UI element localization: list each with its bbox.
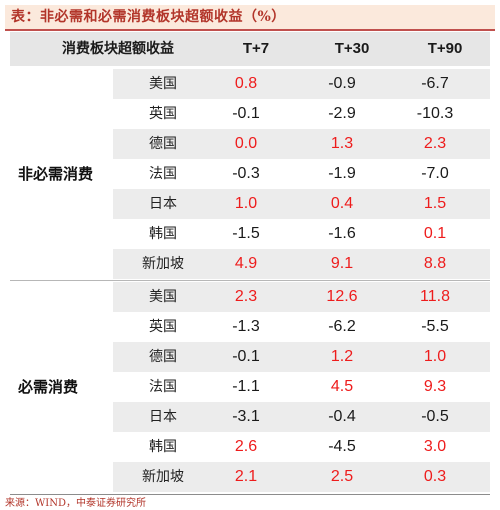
value-cell-t30: -0.4 — [328, 408, 356, 425]
table-title: 表：非必需和必需消费板块超额收益（%） — [5, 5, 495, 29]
country-cell: 新加坡 — [142, 256, 184, 272]
value-cell-t90: 2.3 — [423, 135, 447, 152]
value-cell-t90: -0.5 — [421, 408, 449, 425]
table-row: 法国 -0.3 -1.9 -7.0 — [113, 159, 490, 189]
value-cell-t30: 12.6 — [326, 288, 358, 305]
value-cell-t7: 0.0 — [234, 135, 258, 152]
country-cell: 法国 — [149, 166, 177, 182]
table-row: 日本 -3.1 -0.4 -0.5 — [113, 402, 490, 432]
table-row: 德国 -0.1 1.2 1.0 — [113, 342, 490, 372]
country-cell: 新加坡 — [142, 469, 184, 485]
country-cell: 韩国 — [149, 226, 177, 242]
value-cell-t30: -1.9 — [328, 165, 356, 182]
country-cell: 日本 — [149, 409, 177, 425]
country-cell: 美国 — [149, 76, 177, 92]
value-cell-t30: 2.5 — [330, 468, 354, 485]
country-cell: 英国 — [149, 319, 177, 335]
value-cell-t7: -1.1 — [232, 378, 260, 395]
value-cell-t7: 2.6 — [234, 438, 258, 455]
country-cell: 韩国 — [149, 439, 177, 455]
country-cell: 德国 — [149, 349, 177, 365]
value-cell-t7: -3.1 — [232, 408, 260, 425]
value-cell-t7: 2.1 — [234, 468, 258, 485]
value-cell-t30: 4.5 — [330, 378, 354, 395]
value-cell-t7: 4.9 — [234, 255, 258, 272]
table-header: 消费板块超额收益 T+7 T+30 T+90 — [10, 32, 490, 66]
table-bottom-rule — [10, 494, 490, 495]
table-row: 英国 -0.1 -2.9 -10.3 — [113, 99, 490, 129]
value-cell-t7: -0.1 — [232, 105, 260, 122]
value-cell-t7: -1.5 — [232, 225, 260, 242]
header-sector-excess-return: 消费板块超额收益 — [62, 41, 174, 57]
header-t7: T+7 — [242, 40, 270, 57]
value-cell-t7: -0.1 — [232, 348, 260, 365]
value-cell-t90: 3.0 — [423, 438, 447, 455]
value-cell-t7: 1.0 — [234, 195, 258, 212]
value-cell-t30: 1.3 — [330, 135, 354, 152]
group-label: 非必需消费 — [18, 165, 94, 183]
table-row: 德国 0.0 1.3 2.3 — [113, 129, 490, 159]
table-row: 美国 2.3 12.6 11.8 — [113, 282, 490, 312]
title-underline — [5, 29, 495, 31]
value-cell-t30: 9.1 — [330, 255, 354, 272]
table-row: 新加坡 4.9 9.1 8.8 — [113, 249, 490, 279]
group-label: 必需消费 — [18, 378, 79, 396]
table-row: 韩国 -1.5 -1.6 0.1 — [113, 219, 490, 249]
value-cell-t30: -2.9 — [328, 105, 356, 122]
country-cell: 美国 — [149, 289, 177, 305]
country-cell: 德国 — [149, 136, 177, 152]
table-row: 日本 1.0 0.4 1.5 — [113, 189, 490, 219]
value-cell-t30: -1.6 — [328, 225, 356, 242]
value-cell-t90: -10.3 — [416, 105, 454, 122]
country-cell: 英国 — [149, 106, 177, 122]
table-row: 美国 0.8 -0.9 -6.7 — [113, 69, 490, 99]
value-cell-t90: 0.1 — [423, 225, 447, 242]
value-cell-t30: 0.4 — [330, 195, 354, 212]
table-row: 新加坡 2.1 2.5 0.3 — [113, 462, 490, 492]
value-cell-t7: 2.3 — [234, 288, 258, 305]
value-cell-t90: 8.8 — [423, 255, 447, 272]
country-cell: 法国 — [149, 379, 177, 395]
source-note: 来源：WIND，中泰证券研究所 — [5, 498, 146, 509]
table-row: 韩国 2.6 -4.5 3.0 — [113, 432, 490, 462]
value-cell-t7: -0.3 — [232, 165, 260, 182]
value-cell-t90: 9.3 — [423, 378, 447, 395]
value-cell-t90: -5.5 — [421, 318, 449, 335]
header-t30: T+30 — [334, 40, 370, 57]
header-t90: T+90 — [427, 40, 463, 57]
value-cell-t90: 0.3 — [423, 468, 447, 485]
value-cell-t7: -1.3 — [232, 318, 260, 335]
section-divider — [10, 280, 490, 281]
value-cell-t90: 1.0 — [423, 348, 447, 365]
value-cell-t90: 1.5 — [423, 195, 447, 212]
value-cell-t30: -6.2 — [328, 318, 356, 335]
value-cell-t30: -4.5 — [328, 438, 356, 455]
value-cell-t30: -0.9 — [328, 75, 356, 92]
table-row: 英国 -1.3 -6.2 -5.5 — [113, 312, 490, 342]
value-cell-t90: -7.0 — [421, 165, 449, 182]
country-cell: 日本 — [149, 196, 177, 212]
value-cell-t7: 0.8 — [234, 75, 258, 92]
table-row: 法国 -1.1 4.5 9.3 — [113, 372, 490, 402]
value-cell-t90: -6.7 — [421, 75, 449, 92]
value-cell-t30: 1.2 — [330, 348, 354, 365]
value-cell-t90: 11.8 — [420, 288, 450, 305]
